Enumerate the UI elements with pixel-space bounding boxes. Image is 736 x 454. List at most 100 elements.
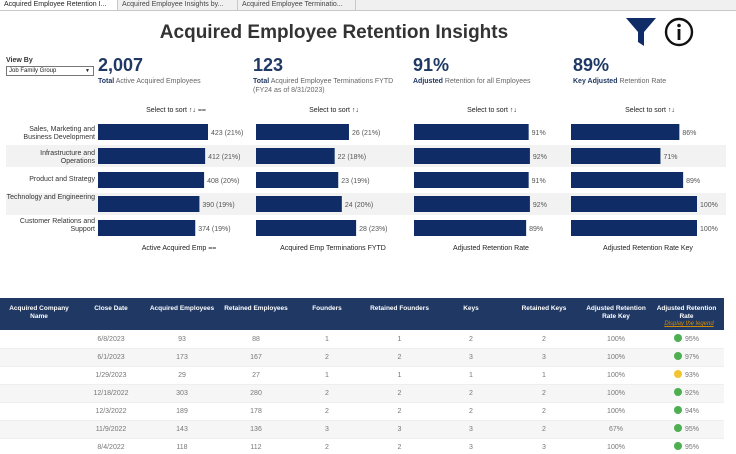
cell-date: 8/4/2022 [97,444,125,451]
bar-value-label: 374 (19%) [198,226,230,233]
table-row[interactable]: 11/9/2022 143 136 3 3 3 2 67% 95% [0,421,724,439]
column-header[interactable]: Acquired Company Name [9,305,69,320]
column-header[interactable]: Retained Employees [224,305,288,312]
display-legend-link[interactable]: Display the legend [664,321,714,327]
cell-acq: 173 [176,354,188,361]
table-row[interactable]: 8/4/2022 118 112 2 2 3 3 100% 95% [0,439,724,454]
bar-value-label: 89% [686,178,700,185]
bar[interactable] [98,148,206,164]
column-header[interactable]: Retained Founders [370,305,429,312]
table-row[interactable]: 12/18/2022 303 280 2 2 2 2 100% 92% [0,385,724,403]
cell-name [0,439,78,454]
status-dot-icon [673,442,682,450]
cell-retention-rate: 95% [649,439,724,454]
retention-rate-value: 92% [684,390,699,397]
bar[interactable] [414,124,529,140]
table-row[interactable]: 1/29/2023 29 27 1 1 1 1 100% 93% [0,367,724,385]
bar[interactable] [571,172,684,188]
cell-name [0,385,78,403]
bar[interactable] [98,196,200,212]
view-by-value: Job Family Group [9,68,57,74]
cell-ret: 27 [252,372,260,379]
tab-retention-insights[interactable]: Acquired Employee Retention I... [0,0,118,10]
cell-k: 2 [469,408,473,415]
chart-title[interactable]: Active Acquired Emp ⩵ [141,245,217,252]
kpi-value: 89% [573,55,610,75]
bar[interactable] [571,196,697,212]
tab-terminations[interactable]: Acquired Employee Terminatio... [238,0,356,10]
cell-date: 12/3/2022 [95,408,127,415]
sort-control[interactable]: Select to sort ↑↓ [309,107,359,114]
column-header[interactable]: Acquired Employees [149,305,215,312]
bar-value-label: 91% [532,178,546,185]
table-row[interactable]: 6/8/2023 93 88 1 1 2 2 100% 95% [0,331,724,349]
kpi-description: Adjusted Retention for all Employees [413,78,531,85]
column-header[interactable]: Keys [463,305,479,312]
bar-value-label: 86% [682,130,696,137]
column-header[interactable]: Adjusted Retention Rate [656,305,717,320]
column-header[interactable]: Founders [312,305,342,312]
cell-acq: 189 [176,408,188,415]
cell-rk: 2 [542,390,546,397]
bar[interactable] [256,196,342,212]
bar[interactable] [414,196,530,212]
bar[interactable] [256,220,357,236]
cell-retention-rate: 95% [649,331,724,349]
kpi-description: Total Active Acquired Employees [98,78,201,85]
bar[interactable] [414,148,530,164]
bar[interactable] [98,172,205,188]
cell-rf: 2 [397,390,402,397]
cell-acq: 93 [178,336,186,343]
column-header[interactable]: Retained Keys [521,305,567,312]
bar[interactable] [256,148,335,164]
tab-bar: Acquired Employee Retention I... Acquire… [0,0,736,11]
bar-value-label: 390 (19%) [202,202,234,209]
chart-title: Adjusted Retention Rate [453,245,529,252]
kpi-key-retention: 89% Key Adjusted Retention Rate [573,55,723,86]
retention-rate-value: 95% [684,336,699,343]
column-header[interactable]: Adjusted Retention Rate Key [586,305,646,320]
view-by-dropdown[interactable]: Job Family Group ▼ [6,66,94,76]
info-icon[interactable] [664,17,694,47]
bar-value-label: 91% [532,130,546,137]
table-row[interactable]: 6/1/2023 173 167 2 2 3 3 100% 97% [0,349,724,367]
bar[interactable] [98,220,196,236]
category-label: Technology and Engineering [6,194,95,201]
kpi-value: 123 [253,55,284,75]
cell-rk: 2 [542,408,546,415]
cell-rrk: 100% [607,336,625,343]
adjusted-retention-chart: 91% 92% 91% 92% 89% [414,124,547,236]
table-row[interactable]: 12/3/2022 189 178 2 2 2 2 100% 94% [0,403,724,421]
cell-rk: 1 [542,372,546,379]
bar[interactable] [414,172,529,188]
bar[interactable] [571,220,697,236]
bar[interactable] [98,124,208,140]
cell-name [0,331,78,349]
column-header[interactable]: Close Date [94,305,128,312]
tab-insights-by[interactable]: Acquired Employee Insights by... [118,0,238,10]
bar[interactable] [256,124,349,140]
bar[interactable] [256,172,339,188]
status-dot-icon [673,424,682,432]
page-title: Acquired Employee Retention Insights [159,22,509,43]
funnel-icon[interactable] [624,15,658,49]
cell-name [0,421,78,439]
cell-date: 1/29/2023 [95,372,127,379]
bar[interactable] [571,124,680,140]
cell-k: 3 [469,426,473,433]
category-label: Sales, Marketing and Business Developmen… [23,126,95,141]
sort-control[interactable]: Select to sort ↑↓ [625,107,675,114]
category-label: Infrastructure and Operations [40,150,95,165]
sort-control[interactable]: Select to sort ↑↓ ⩵ [146,107,206,114]
cell-acq: 29 [178,372,186,379]
bar-value-label: 100% [700,202,718,209]
cell-date: 6/8/2023 [97,336,125,343]
bar[interactable] [571,148,661,164]
retention-rate-value: 95% [684,444,699,451]
cell-retention-rate: 97% [649,349,724,367]
bar[interactable] [414,220,527,236]
sort-control[interactable]: Select to sort ↑↓ [467,107,517,114]
view-by-label: View By [6,57,33,64]
status-dot-icon [673,388,682,396]
bar-value-label: 71% [663,154,677,161]
